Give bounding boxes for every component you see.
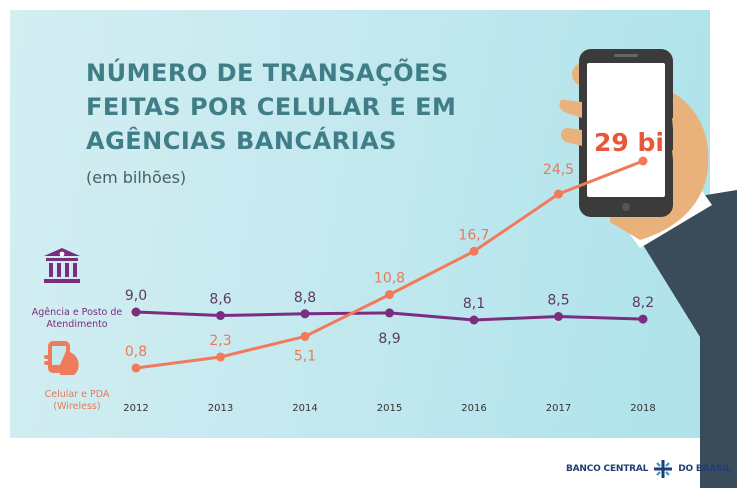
- highlight-value-label: 29 bi: [594, 128, 664, 157]
- hand-holding-phone-illustration: [559, 49, 737, 488]
- data-point-celular-2013: [216, 352, 225, 362]
- chart-points: [131, 156, 648, 373]
- data-label-celular-2014: 5,1: [294, 348, 316, 364]
- title-line-2: FEITAS POR CELULAR E EM: [86, 93, 457, 121]
- data-label-agencia-2014: 8,8: [294, 290, 316, 306]
- logo-text-right: DO BRASIL: [678, 464, 731, 474]
- data-point-agencia-2015: [385, 308, 394, 318]
- x-tick-label-2016: 2016: [461, 403, 486, 414]
- x-tick-label-2017: 2017: [546, 403, 571, 414]
- data-label-celular-2016: 16,7: [458, 227, 489, 243]
- data-label-agencia-2018: 8,2: [632, 295, 654, 311]
- data-point-celular-2012: [131, 363, 141, 373]
- data-point-agencia-2018: [638, 314, 648, 324]
- data-label-agencia-2013: 8,6: [209, 292, 231, 308]
- legend-label-celular: Celular e PDA (Wireless): [44, 389, 110, 412]
- data-label-celular-2013: 2,3: [209, 333, 231, 349]
- bank-building-icon: [44, 248, 80, 283]
- data-point-celular-2017: [554, 189, 563, 199]
- data-label-celular-2017: 24,5: [543, 162, 574, 178]
- chart-data-labels: 9,0 8,6 8,8 8,9 8,1 8,5 8,2 0,8 2,3 5,1 10,8 16,7 24…: [125, 162, 654, 364]
- x-tick-label-2014: 2014: [292, 403, 317, 414]
- logo-text-left: BANCO CENTRAL: [566, 464, 649, 474]
- x-tick-label-2012: 2012: [123, 403, 148, 414]
- title-line-1: NÚMERO DE TRANSAÇÕES: [86, 59, 449, 87]
- x-axis-ticks: 2012 2013 2014 2015 2016 2017 2018: [123, 403, 655, 414]
- legend-label-agencia: Agência e Posto de Atendimento: [31, 307, 123, 330]
- data-point-celular-2015: [385, 290, 394, 300]
- data-point-agencia-2013: [216, 311, 225, 321]
- data-point-agencia-2014: [300, 309, 310, 319]
- x-tick-label-2018: 2018: [630, 403, 655, 414]
- data-point-agencia-2012: [131, 307, 141, 317]
- title-line-3: AGÊNCIAS BANCÁRIAS: [86, 127, 397, 155]
- data-point-agencia-2017: [554, 311, 563, 321]
- data-label-agencia-2015: 8,9: [378, 331, 400, 347]
- data-label-agencia-2012: 9,0: [125, 288, 147, 304]
- chart-subtitle: (em bilhões): [86, 168, 187, 187]
- data-point-celular-2014: [300, 331, 310, 341]
- data-label-agencia-2016: 8,1: [463, 296, 485, 312]
- bcb-logo: BANCO CENTRAL DO BRASIL: [566, 459, 731, 479]
- bcb-logo-icon: [654, 460, 673, 478]
- x-tick-label-2013: 2013: [208, 403, 233, 414]
- x-tick-label-2015: 2015: [377, 403, 402, 414]
- data-point-agencia-2016: [469, 315, 479, 325]
- data-point-celular-2016: [469, 246, 479, 256]
- data-label-celular-2012: 0,8: [125, 344, 147, 360]
- data-label-celular-2015: 10,8: [374, 271, 405, 287]
- mobile-phone-icon: [44, 341, 79, 375]
- data-label-agencia-2017: 8,5: [547, 292, 569, 308]
- data-point-celular-2018: [638, 156, 648, 166]
